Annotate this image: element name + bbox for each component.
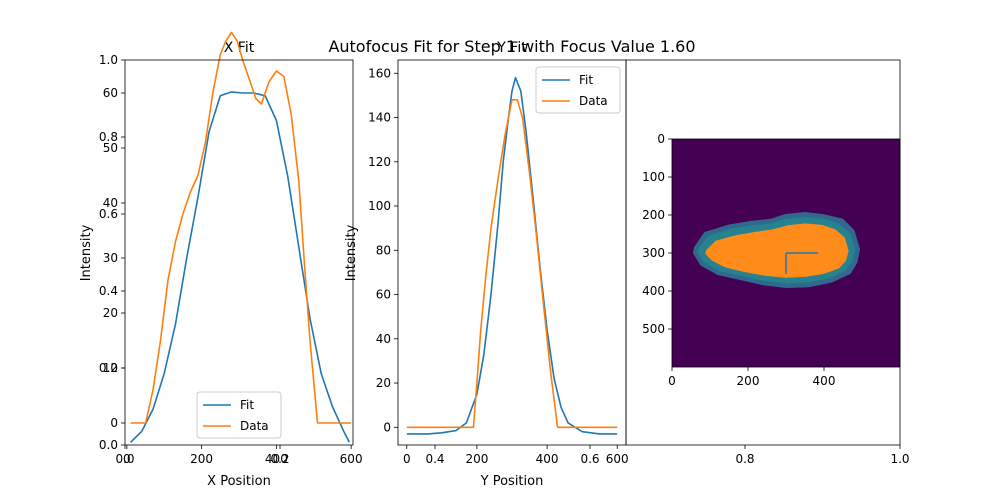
ytick-label: 140 [368,111,391,125]
ytick-label: 40 [376,332,391,346]
image-ytick-label: 400 [642,284,665,298]
shared-xtick-label: 0.2 [270,452,289,466]
ytick-label: 10 [103,361,118,375]
image-xtick-label: 200 [737,374,760,388]
shared-xtick-label: 0.8 [735,452,754,466]
series-line-data [406,99,618,429]
series-line-data [130,31,352,424]
plot-frame [124,59,354,446]
legend-label: Data [240,419,269,433]
shared-ytick-label: 0.6 [99,207,118,221]
legend: Fit Data [196,391,282,439]
shared-axis: 0.0 0.2 0.4 0.6 0.8 1.0 0.0 0.2 0.4 0.6 0.8 1.0 [99,53,910,466]
xtick-label: 400 [536,452,559,466]
x-fit-ylabel: Intensity [79,224,94,281]
shared-ytick-label: 0.4 [99,284,118,298]
blob-core [705,223,849,278]
plot-background [398,60,626,445]
xtick-label: 200 [190,452,213,466]
image-ytick-label: 500 [642,322,665,336]
ytick-label: 0 [110,416,118,430]
shared-ytick-label: 0.8 [99,130,118,144]
y-fit-title: Y Fit [496,40,527,56]
shared-ytick-label: 1.0 [99,53,118,67]
image-xtick-label: 0 [668,374,676,388]
ytick-label: 100 [368,199,391,213]
xtick-label: 600 [340,452,363,466]
shared-xtick-label: 1.0 [890,452,909,466]
ytick-label: 40 [103,196,118,210]
shared-ytick-label: 0.2 [99,361,118,375]
x-fit-panel: X Fit X Position Intensity 0 200 400 600010… [79,31,363,489]
x-fit-xlabel: X Position [207,474,271,489]
image-ytick-label: 300 [642,246,665,260]
xtick-label: 0 [123,452,131,466]
figure-suptitle: Autofocus Fit for Step 1 with Focus Valu… [328,37,695,56]
series-line-fit [406,76,618,435]
shared-xtick-label: 0.4 [425,452,444,466]
y-fit-xlabel: Y Position [480,474,544,489]
ytick-label: 80 [376,243,391,257]
shared-xtick-label: 0.6 [580,452,599,466]
y-fit-panel: Y Fit Y Position Intensity 0 200 400 600 0 20… [344,40,629,489]
image-xtick-label: 400 [813,374,836,388]
legend-label: Fit [240,398,254,412]
legend-label: Fit [579,73,593,87]
ytick-label: 30 [103,251,118,265]
ytick-label: 20 [376,376,391,390]
legend: Fit Data [535,66,621,114]
shared-xtick-label: 0.0 [115,452,134,466]
legend-label: Data [579,94,608,108]
xtick-label: 200 [465,452,488,466]
image-ytick-label: 100 [642,170,665,184]
ytick-label: 60 [103,86,118,100]
plot-background [125,60,353,445]
image-ytick-label: 0 [657,132,665,146]
image-panel: 0 200 400 0 100 200 300 400 500 [625,59,901,446]
ytick-label: 60 [376,288,391,302]
xtick-label: 0 [403,452,411,466]
ytick-label: 20 [103,306,118,320]
xtick-label: 600 [606,452,629,466]
series-line-fit [130,91,351,443]
ytick-label: 50 [103,141,118,155]
shared-ytick-label: 0.0 [99,438,118,452]
y-fit-ylabel: Intensity [344,224,359,281]
xtick-label: 400 [265,452,288,466]
ytick-label: 120 [368,155,391,169]
image-ytick-label: 200 [642,208,665,222]
ytick-label: 0 [383,420,391,434]
ytick-label: 160 [368,66,391,80]
